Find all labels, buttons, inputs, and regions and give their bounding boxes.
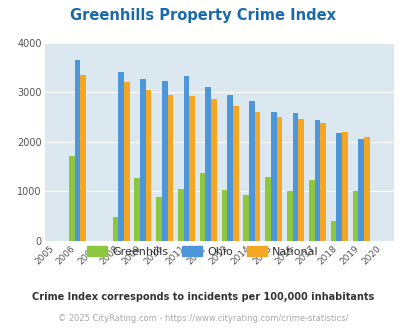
Bar — [124, 82, 129, 241]
Bar — [232, 106, 238, 241]
Bar — [167, 95, 173, 241]
Bar — [292, 113, 298, 241]
Bar — [189, 96, 194, 241]
Text: Crime Index corresponds to incidents per 100,000 inhabitants: Crime Index corresponds to incidents per… — [32, 292, 373, 302]
Bar — [199, 173, 205, 241]
Bar — [320, 122, 325, 241]
Text: © 2025 CityRating.com - https://www.cityrating.com/crime-statistics/: © 2025 CityRating.com - https://www.city… — [58, 314, 347, 323]
Bar — [75, 60, 80, 241]
Bar — [249, 101, 254, 241]
Bar — [145, 90, 151, 241]
Bar — [112, 217, 118, 241]
Bar — [308, 180, 314, 241]
Bar — [162, 81, 167, 241]
Bar — [183, 76, 189, 241]
Bar — [211, 99, 216, 241]
Bar — [118, 72, 124, 241]
Bar — [352, 191, 357, 241]
Bar — [270, 112, 276, 241]
Bar — [205, 87, 211, 241]
Bar — [276, 116, 281, 241]
Bar — [357, 139, 363, 241]
Bar — [227, 95, 232, 241]
Bar — [341, 132, 347, 241]
Bar — [221, 190, 227, 241]
Bar — [286, 191, 292, 241]
Bar — [363, 137, 369, 241]
Text: Greenhills Property Crime Index: Greenhills Property Crime Index — [70, 8, 335, 23]
Bar — [336, 133, 341, 241]
Bar — [156, 197, 162, 241]
Bar — [298, 119, 303, 241]
Bar — [254, 112, 260, 241]
Bar — [80, 75, 86, 241]
Bar — [177, 189, 183, 241]
Bar — [330, 221, 336, 241]
Bar — [140, 79, 145, 241]
Bar — [243, 195, 249, 241]
Bar — [134, 178, 140, 241]
Bar — [264, 177, 270, 241]
Legend: Greenhills, Ohio, National: Greenhills, Ohio, National — [83, 243, 322, 260]
Bar — [69, 156, 75, 241]
Bar — [314, 120, 320, 241]
